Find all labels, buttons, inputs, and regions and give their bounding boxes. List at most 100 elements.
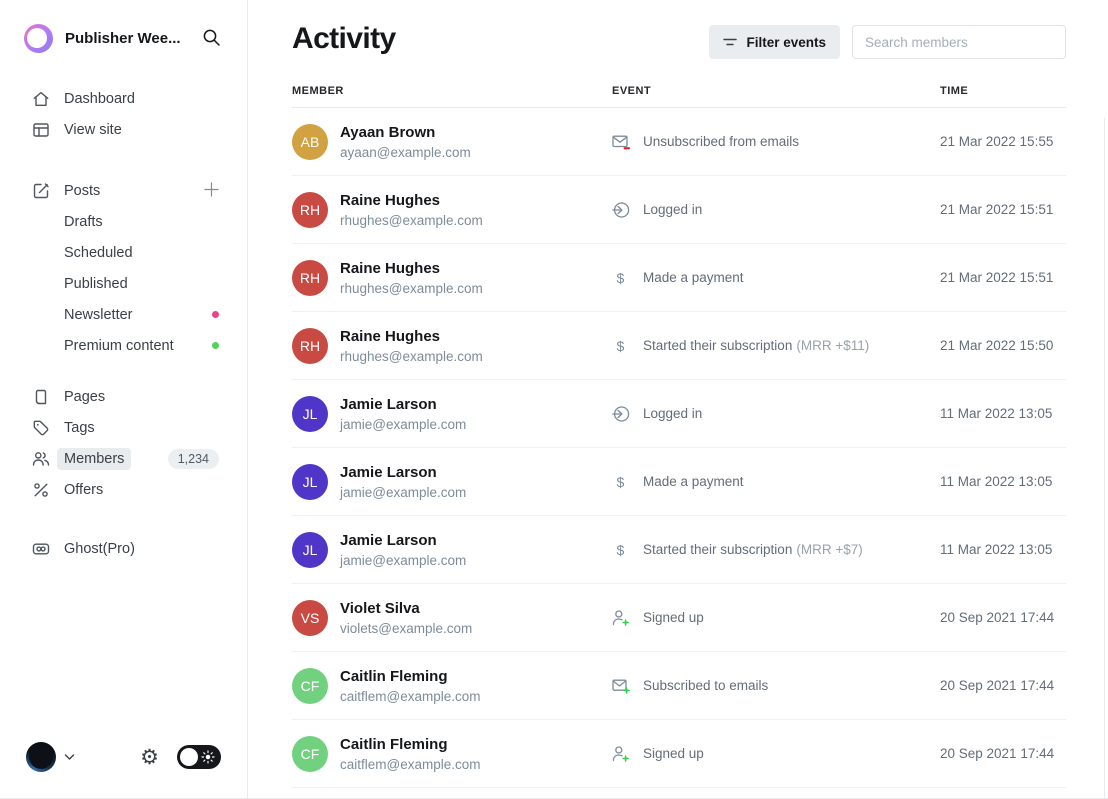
sidebar-item-premium-content[interactable]: Premium content <box>0 330 247 361</box>
scrollbar-track[interactable] <box>1104 118 1105 798</box>
sidebar-item-drafts[interactable]: Drafts <box>0 206 247 237</box>
event-cell: Unsubscribed from emails <box>612 133 940 151</box>
table-row[interactable]: JL Jamie Larson jamie@example.com $ Star… <box>292 516 1066 584</box>
site-logo <box>24 24 53 53</box>
avatar-initials: CF <box>300 745 320 762</box>
svg-text:$: $ <box>617 270 625 286</box>
event-time: 11 Mar 2022 13:05 <box>940 406 1053 421</box>
table-row[interactable]: RH Raine Hughes rhughes@example.com $ St… <box>292 312 1066 380</box>
svg-text:$: $ <box>617 542 625 558</box>
sidebar-item-offers[interactable]: Offers <box>0 474 247 505</box>
member-cell: JL Jamie Larson jamie@example.com <box>292 463 612 500</box>
site-title: Publisher Wee... <box>65 30 181 47</box>
user-avatar[interactable] <box>26 742 56 772</box>
event-label: Made a payment <box>643 474 744 489</box>
gear-icon: ⚙ <box>140 745 159 769</box>
member-email: caitflem@example.com <box>340 688 481 704</box>
sidebar-item-newsletter[interactable]: Newsletter <box>0 299 247 330</box>
event-cell: $ Made a payment <box>612 269 940 287</box>
sidebar-item-label: Scheduled <box>64 244 133 261</box>
sidebar-item-tags[interactable]: Tags <box>0 412 247 443</box>
member-email: jamie@example.com <box>340 416 467 432</box>
event-label: Started their subscription <box>643 338 793 353</box>
dollar-icon: $ <box>612 269 630 287</box>
member-email: caitflem@example.com <box>340 756 481 772</box>
members-icon <box>32 450 50 468</box>
page-header: Activity Filter events <box>292 22 1066 59</box>
member-email: jamie@example.com <box>340 484 467 500</box>
table-row[interactable]: CF Caitlin Fleming caitflem@example.com … <box>292 652 1066 720</box>
sidebar-item-label: Newsletter <box>64 306 133 323</box>
sidebar-item-scheduled[interactable]: Scheduled <box>0 237 247 268</box>
member-name: Raine Hughes <box>340 259 441 277</box>
toggle-knob <box>180 748 198 766</box>
event-cell: $ Started their subscription (MRR +$11) <box>612 337 940 355</box>
event-time: 21 Mar 2022 15:51 <box>940 270 1054 285</box>
member-email: ayaan@example.com <box>340 144 471 160</box>
dollar-icon: $ <box>612 337 630 355</box>
avatar-initials: JL <box>302 473 318 490</box>
sidebar-item-members[interactable]: Members 1,234 <box>0 443 247 474</box>
activity-page: Activity Filter events MEMBER EVENT TIME… <box>248 0 1108 798</box>
browser-icon <box>32 121 50 139</box>
home-icon <box>32 90 50 108</box>
avatar: VS <box>292 599 328 636</box>
dollar-icon: $ <box>612 541 630 559</box>
sidebar-header: Publisher Wee... <box>0 24 247 53</box>
sidebar-item-published[interactable]: Published <box>0 268 247 299</box>
email-plus-icon <box>612 677 630 695</box>
event-cell: Logged in <box>612 201 940 219</box>
member-name: Jamie Larson <box>340 395 437 413</box>
email-minus-icon <box>612 133 630 151</box>
member-cell: AB Ayaan Brown ayaan@example.com <box>292 123 612 160</box>
table-row[interactable]: RH Raine Hughes rhughes@example.com Logg… <box>292 176 1066 244</box>
member-cell: CF Caitlin Fleming caitflem@example.com <box>292 735 612 772</box>
filter-events-button[interactable]: Filter events <box>709 25 840 59</box>
sidebar-item-view-site[interactable]: View site <box>0 114 247 145</box>
member-cell: JL Jamie Larson jamie@example.com <box>292 395 612 432</box>
table-header: MEMBER EVENT TIME <box>292 59 1066 108</box>
event-time: 21 Mar 2022 15:51 <box>940 202 1054 217</box>
table-row[interactable]: AB Ayaan Brown ayaan@example.com Unsubsc… <box>292 108 1066 176</box>
search-button[interactable] <box>202 28 221 50</box>
avatar-initials: CF <box>300 677 320 694</box>
sidebar-item-label: Published <box>64 275 128 292</box>
event-label: Logged in <box>643 202 703 217</box>
chevron-down-icon[interactable] <box>64 753 75 761</box>
table-row[interactable]: VS Violet Silva violets@example.com Sign… <box>292 584 1066 652</box>
table-row[interactable]: JL Jamie Larson jamie@example.com Logged… <box>292 380 1066 448</box>
newsletter-dot <box>212 311 219 318</box>
sidebar-item-ghost-pro[interactable]: Ghost(Pro) <box>0 533 247 564</box>
member-name: Ayaan Brown <box>340 123 436 141</box>
sidebar-item-label: Members <box>57 447 132 470</box>
sidebar-item-posts[interactable]: Posts <box>0 175 247 206</box>
event-time: 11 Mar 2022 13:05 <box>940 542 1053 557</box>
table-row[interactable]: CF Caitlin Fleming caitflem@example.com … <box>292 720 1066 788</box>
event-detail: (MRR +$7) <box>796 542 863 557</box>
filter-icon <box>723 36 738 48</box>
plus-icon <box>204 181 219 200</box>
table-row[interactable]: JL Jamie Larson jamie@example.com $ Made… <box>292 448 1066 516</box>
members-count-badge: 1,234 <box>167 448 219 469</box>
avatar: RH <box>292 191 328 228</box>
event-time: 21 Mar 2022 15:50 <box>940 338 1054 353</box>
event-time: 20 Sep 2021 17:44 <box>940 678 1055 693</box>
sidebar-item-label: View site <box>64 121 122 138</box>
sidebar-item-pages[interactable]: Pages <box>0 381 247 412</box>
event-time: 20 Sep 2021 17:44 <box>940 746 1055 761</box>
event-label: Unsubscribed from emails <box>643 134 800 149</box>
sidebar: Publisher Wee... Dashboard View site <box>0 0 248 798</box>
premium-content-dot <box>212 342 219 349</box>
user-plus-icon <box>612 609 630 627</box>
avatar-initials: VS <box>300 609 320 626</box>
settings-button[interactable]: ⚙ <box>140 747 159 768</box>
dark-mode-toggle[interactable] <box>177 745 221 769</box>
event-time: 11 Mar 2022 13:05 <box>940 474 1053 489</box>
search-members-input[interactable] <box>852 25 1066 59</box>
table-row[interactable]: RH Raine Hughes rhughes@example.com $ Ma… <box>292 244 1066 312</box>
sidebar-item-dashboard[interactable]: Dashboard <box>0 83 247 114</box>
add-post-button[interactable] <box>204 181 219 200</box>
avatar-initials: RH <box>299 201 321 218</box>
event-detail: (MRR +$11) <box>796 338 870 353</box>
avatar-initials: JL <box>302 405 318 422</box>
